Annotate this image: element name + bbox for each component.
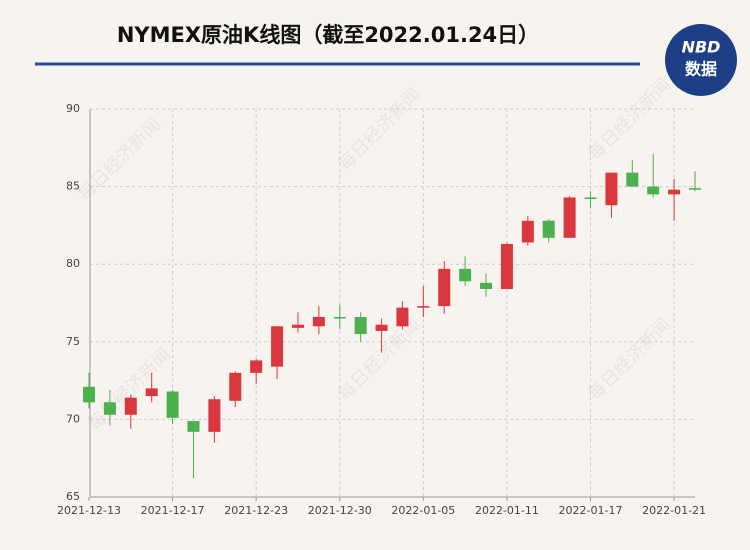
candle-body [417, 306, 430, 308]
logo-text: 数据 [685, 60, 717, 79]
logo-text: NBD [682, 38, 721, 57]
x-tick-label: 2021-12-23 [224, 504, 288, 517]
candle-body [208, 399, 221, 432]
candle-body [124, 397, 137, 415]
x-tick-label: 2022-01-21 [642, 504, 706, 517]
y-tick-label: 70 [66, 412, 80, 425]
candle-body [145, 388, 158, 397]
candle-body [500, 244, 513, 290]
y-tick-label: 65 [66, 490, 80, 503]
x-tick-label: 2021-12-17 [141, 504, 205, 517]
x-tick-label: 2022-01-17 [559, 504, 623, 517]
logo [665, 24, 737, 96]
candle-body [271, 326, 284, 367]
candle-body [375, 324, 388, 331]
chart-title: NYMEX原油K线图（截至2022.01.24日） [117, 23, 539, 47]
candle-body [103, 402, 116, 415]
candle-body [354, 316, 367, 335]
y-tick-label: 90 [66, 102, 80, 115]
candle-body [333, 316, 346, 319]
candle-body [291, 324, 304, 328]
x-tick-label: 2022-01-05 [391, 504, 455, 517]
x-tick-label: 2021-12-13 [57, 504, 121, 517]
candle-body [480, 282, 493, 290]
candle-body [668, 189, 681, 195]
x-tick-label: 2022-01-11 [475, 504, 539, 517]
candle-body [166, 391, 179, 418]
candle-body [250, 360, 263, 373]
x-tick-label: 2021-12-30 [308, 504, 372, 517]
candle-body [438, 268, 451, 307]
candle-body [626, 172, 639, 187]
candle-body [312, 316, 325, 327]
candle-body [187, 420, 200, 432]
candle-body [647, 186, 660, 195]
candle-body [229, 372, 242, 401]
candle-body [605, 172, 618, 206]
y-tick-label: 85 [66, 180, 80, 193]
y-tick-label: 75 [66, 335, 80, 348]
candle-body [396, 307, 409, 327]
y-tick-label: 80 [66, 257, 80, 270]
candle-body [563, 197, 576, 238]
candle-body [542, 220, 555, 238]
candle-body [689, 188, 701, 190]
candle-body [521, 220, 534, 243]
candle-body [83, 386, 95, 403]
plot: 65 70 75 80 85 90 2021-12-13 2021-12-17 2021-12-… [57, 102, 706, 517]
candle-body [584, 197, 597, 200]
candle-body [459, 268, 472, 282]
